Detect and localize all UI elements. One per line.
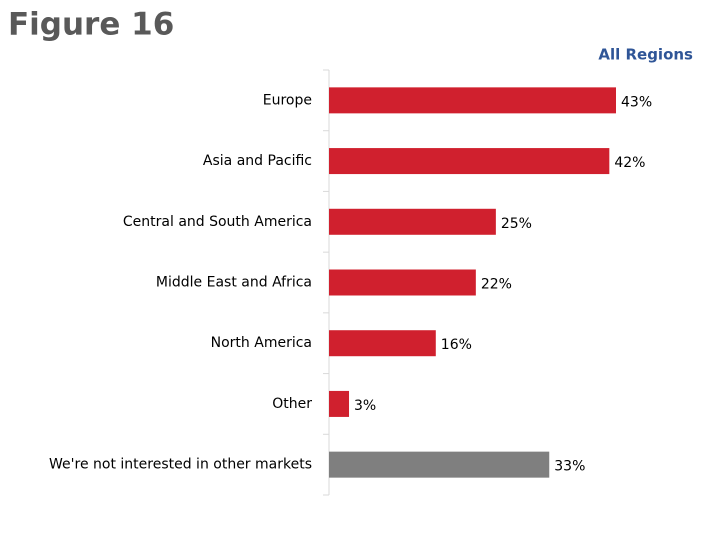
- bar: [329, 451, 550, 478]
- y-tick-label: Asia and Pacific: [203, 153, 312, 169]
- value-label: 16%: [441, 337, 472, 353]
- bar: [329, 148, 610, 175]
- y-tick-label: Other: [272, 396, 312, 412]
- bar: [329, 330, 436, 357]
- bar: [329, 390, 350, 417]
- bar: [329, 87, 616, 114]
- bar: [329, 208, 496, 235]
- value-label: 22%: [481, 277, 512, 293]
- y-tick-label: Central and South America: [123, 214, 312, 230]
- chart-title: Figure 16: [8, 7, 174, 43]
- y-tick-label: North America: [211, 335, 312, 351]
- y-tick-label: We're not interested in other markets: [49, 457, 312, 473]
- bar: [329, 269, 476, 296]
- chart-subtitle: All Regions: [598, 46, 693, 64]
- value-label: 42%: [614, 155, 645, 171]
- y-tick-label: Europe: [263, 92, 312, 108]
- value-label: 25%: [501, 216, 532, 232]
- value-label: 33%: [554, 459, 585, 475]
- y-tick-label: Middle East and Africa: [156, 275, 312, 291]
- value-label: 3%: [354, 398, 376, 414]
- value-label: 43%: [621, 94, 652, 110]
